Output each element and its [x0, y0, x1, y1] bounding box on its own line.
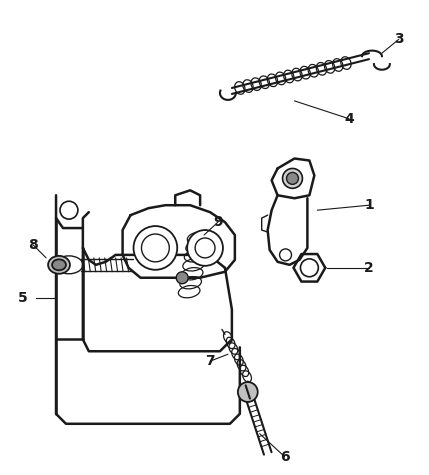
Text: 9: 9	[213, 215, 223, 229]
Circle shape	[283, 169, 302, 188]
Text: 8: 8	[28, 238, 38, 252]
Text: 1: 1	[364, 198, 374, 212]
Circle shape	[142, 234, 169, 262]
Text: 2: 2	[364, 261, 374, 275]
Circle shape	[187, 230, 223, 266]
Text: 4: 4	[344, 112, 354, 126]
Circle shape	[195, 238, 215, 258]
Circle shape	[300, 259, 318, 277]
Circle shape	[287, 172, 299, 184]
Circle shape	[238, 382, 258, 402]
Text: 5: 5	[18, 291, 28, 304]
Text: 7: 7	[205, 354, 215, 368]
Text: 6: 6	[280, 449, 289, 464]
Ellipse shape	[48, 256, 70, 274]
Ellipse shape	[52, 259, 66, 270]
Text: 3: 3	[394, 32, 404, 46]
Circle shape	[133, 226, 177, 270]
Circle shape	[176, 272, 188, 284]
